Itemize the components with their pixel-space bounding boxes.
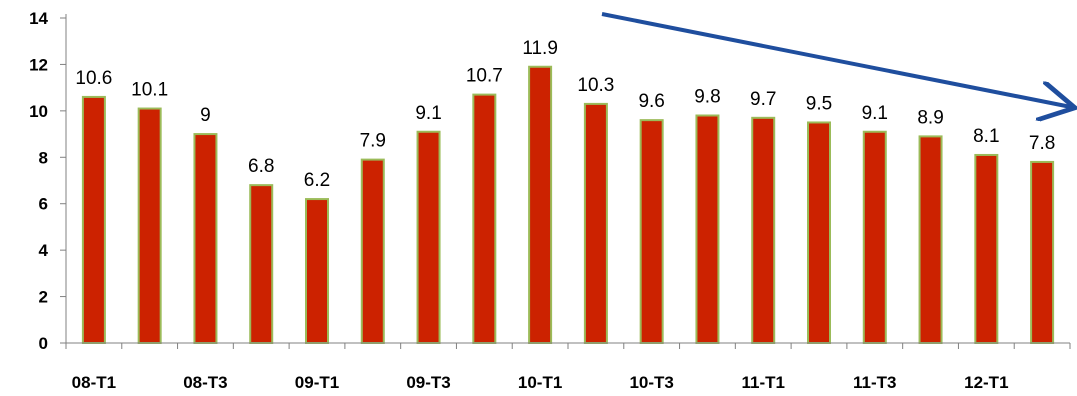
data-label-09-T1: 6.2 xyxy=(304,170,330,191)
x-tick-label: 09-T3 xyxy=(406,373,450,392)
y-tick-label: 6 xyxy=(39,195,48,214)
bar-12-T1 xyxy=(974,153,999,344)
x-tick-label: 12-T1 xyxy=(964,373,1008,392)
bar-11-T3 xyxy=(862,130,887,344)
x-tick-label: 11-T3 xyxy=(853,373,896,392)
data-label-11-T3: 9.1 xyxy=(862,103,888,124)
data-label-11-T4: 8.9 xyxy=(917,107,943,128)
bar-11-T2 xyxy=(807,121,831,345)
x-tick-label: 10-T3 xyxy=(629,373,673,392)
data-label-09-T2: 7.9 xyxy=(360,131,386,152)
data-label-12-T1: 8.1 xyxy=(973,126,999,147)
bar-10-T4 xyxy=(695,114,720,344)
data-label-09-T4: 10.7 xyxy=(466,66,503,87)
data-label-09-T3: 9.1 xyxy=(415,103,441,124)
data-label-10-T1: 11.9 xyxy=(522,38,558,59)
y-tick-label: 14 xyxy=(29,9,48,28)
bar-09-T3 xyxy=(416,130,441,344)
bar-09-T2 xyxy=(360,158,385,344)
bar-08-T4 xyxy=(249,184,274,344)
y-tick-label: 8 xyxy=(39,148,48,167)
data-label-08-T4: 6.8 xyxy=(248,156,274,177)
data-label-08-T1: 10.6 xyxy=(75,68,112,89)
bar-09-T1 xyxy=(305,198,329,344)
y-tick-label: 2 xyxy=(39,288,48,307)
y-tick-label: 12 xyxy=(29,55,48,74)
data-label-10-T4: 9.8 xyxy=(694,87,720,108)
x-tick-label: 09-T1 xyxy=(295,373,339,392)
y-tick-label: 4 xyxy=(39,241,49,260)
data-label-08-T3: 9 xyxy=(200,105,211,126)
bar-08-T1 xyxy=(81,95,106,344)
bar-10-T3 xyxy=(639,119,664,345)
bar-08-T2 xyxy=(137,107,162,344)
trend-arrow xyxy=(601,12,1071,107)
x-tick-label: 11-T1 xyxy=(741,373,784,392)
data-label-12-T2: 7.8 xyxy=(1029,133,1055,154)
x-tick-label: 08-T1 xyxy=(72,373,116,392)
bar-11-T1 xyxy=(751,116,776,344)
y-tick-label: 10 xyxy=(29,102,48,121)
x-axis: 08-T1 08-T3 09-T1 09-T3 10-T1 10-T3 11-T1 11-T3… xyxy=(65,342,1071,392)
data-label-10-T2: 10.3 xyxy=(577,75,614,96)
bar-09-T4 xyxy=(472,93,497,344)
data-label-11-T1: 9.7 xyxy=(750,89,776,110)
bar-11-T4 xyxy=(918,135,943,344)
data-label-11-T2: 9.5 xyxy=(806,93,832,114)
x-tick-label: 08-T3 xyxy=(183,373,227,392)
data-label-10-T3: 9.6 xyxy=(638,91,664,112)
y-tick-label: 0 xyxy=(39,334,48,353)
data-label-08-T2: 10.1 xyxy=(131,80,168,101)
bar-10-T2 xyxy=(583,102,608,345)
x-tick-label: 10-T1 xyxy=(518,373,562,392)
data-labels: 10.6 10.1 9 6.8 6.2 7.9 9.1 10.7 11.9 10.3 9.6 9.8 9… xyxy=(75,38,1055,191)
bar-08-T3 xyxy=(193,133,218,344)
bar-12-T2 xyxy=(1030,160,1055,344)
bars xyxy=(81,65,1055,345)
bar-10-T1 xyxy=(528,65,553,344)
y-axis: 0 2 4 6 8 10 12 14 xyxy=(29,9,67,353)
